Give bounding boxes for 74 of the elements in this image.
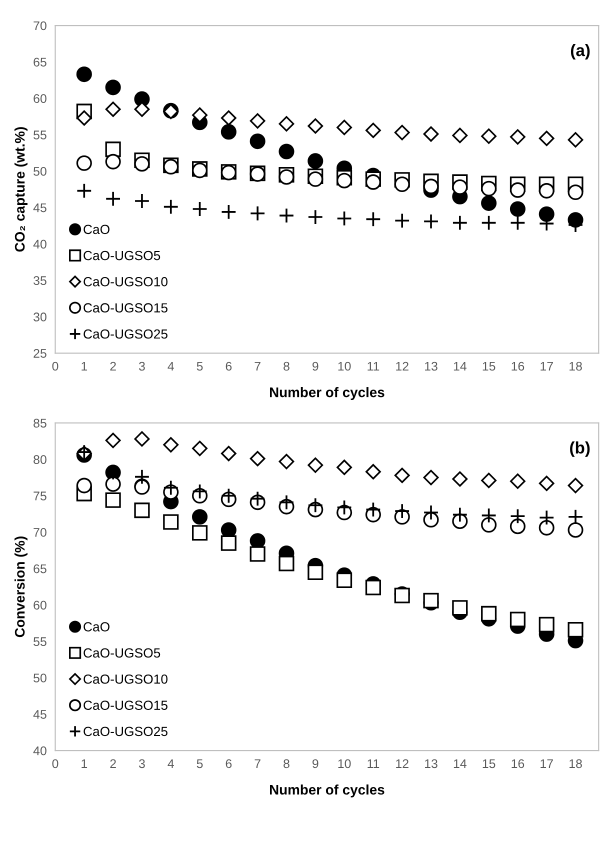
legend-label: CaO-UGSO25 (84, 726, 168, 736)
x-tick-label: 3 (138, 362, 145, 371)
y-tick-label: 60 (34, 600, 46, 610)
x-tick-label: 13 (425, 759, 438, 768)
y-tick-label: 45 (33, 203, 46, 212)
x-tick-label: 18 (570, 362, 582, 371)
x-tick-label: 8 (284, 362, 290, 371)
y-tick-label: 65 (34, 58, 46, 67)
y-tick-label: 30 (34, 312, 46, 322)
y-tick-label: 70 (34, 21, 46, 30)
x-tick-label: 17 (540, 362, 553, 371)
x-tick-label: 13 (425, 362, 438, 371)
legend-label: CaO-UGSO25 (84, 329, 168, 339)
y-tick-label: 40 (33, 240, 46, 249)
x-tick-label: 3 (138, 759, 145, 768)
x-tick-label: 4 (168, 759, 174, 768)
x-tick-label: 4 (168, 362, 174, 371)
x-tick-label: 7 (254, 362, 260, 371)
y-tick-label: 50 (34, 166, 46, 176)
x-tick-label: 16 (512, 759, 524, 768)
x-tick-label: 8 (284, 759, 290, 768)
y-tick-label: 25 (34, 348, 46, 358)
x-tick-label: 0 (52, 362, 58, 371)
x-tick-label: 14 (454, 362, 466, 371)
x-tick-label: 16 (512, 362, 524, 371)
x-tick-label: 5 (196, 362, 203, 371)
x-tick-label: 15 (482, 759, 496, 768)
x-tick-label: 10 (338, 759, 351, 768)
x-tick-label: 7 (254, 759, 260, 768)
y-tick-label: 65 (34, 564, 46, 574)
x-tick-label: 0 (52, 759, 58, 768)
x-tick-label: 6 (226, 759, 232, 768)
x-tick-label: 1 (82, 759, 88, 768)
y-axis-title: Conversion (%) (14, 536, 28, 638)
text: (a) (570, 44, 590, 60)
x-tick-label: 2 (110, 362, 116, 371)
y-tick-label: 85 (34, 418, 46, 428)
x-tick-label: 11 (368, 759, 380, 768)
x-tick-label: 11 (368, 362, 380, 371)
y-tick-label: 55 (34, 130, 46, 140)
legend-label: CaO-UGSO10 (84, 277, 168, 286)
x-tick-label: 12 (396, 759, 408, 768)
legend-label: CaO-UGSO5 (84, 250, 160, 260)
x-tick-label: 2 (110, 759, 116, 768)
y-tick-label: 40 (33, 746, 46, 756)
x-tick-label: 6 (226, 362, 232, 371)
text: (b) (570, 441, 590, 457)
legend-label: CaO-UGSO5 (84, 648, 160, 658)
x-tick-label: 10 (338, 362, 351, 371)
x-tick-label: 14 (454, 759, 466, 768)
y-tick-label: 50 (34, 674, 46, 682)
y-tick-label: 75 (34, 492, 46, 500)
legend-label: CaO-UGSO10 (84, 674, 168, 684)
x-tick-label: 9 (312, 362, 318, 371)
x-tick-label: 17 (540, 759, 553, 768)
legend-label: CaO-UGSO15 (84, 303, 168, 313)
x-tick-label: 1 (82, 362, 88, 371)
y-tick-label: 55 (34, 637, 46, 646)
x-tick-label: 9 (312, 759, 318, 768)
x-axis-title: Number of cycles (270, 387, 384, 400)
x-tick-label: 15 (482, 362, 496, 371)
x-tick-label: 5 (196, 759, 203, 768)
x-tick-label: 18 (570, 759, 582, 768)
y-tick-label: 70 (34, 528, 46, 537)
y-axis-title: CO₂ capture (wt.%) (14, 127, 28, 252)
legend-label: CaO (84, 622, 110, 632)
y-tick-label: 45 (33, 710, 46, 719)
y-tick-label: 80 (34, 455, 46, 464)
x-tick-label: 12 (396, 362, 408, 371)
legend-label: CaO-UGSO15 (84, 700, 168, 710)
legend-label: CaO (84, 224, 110, 234)
y-tick-label: 35 (34, 276, 46, 286)
x-axis-title: Number of cycles (270, 784, 384, 798)
y-tick-label: 60 (34, 94, 46, 103)
